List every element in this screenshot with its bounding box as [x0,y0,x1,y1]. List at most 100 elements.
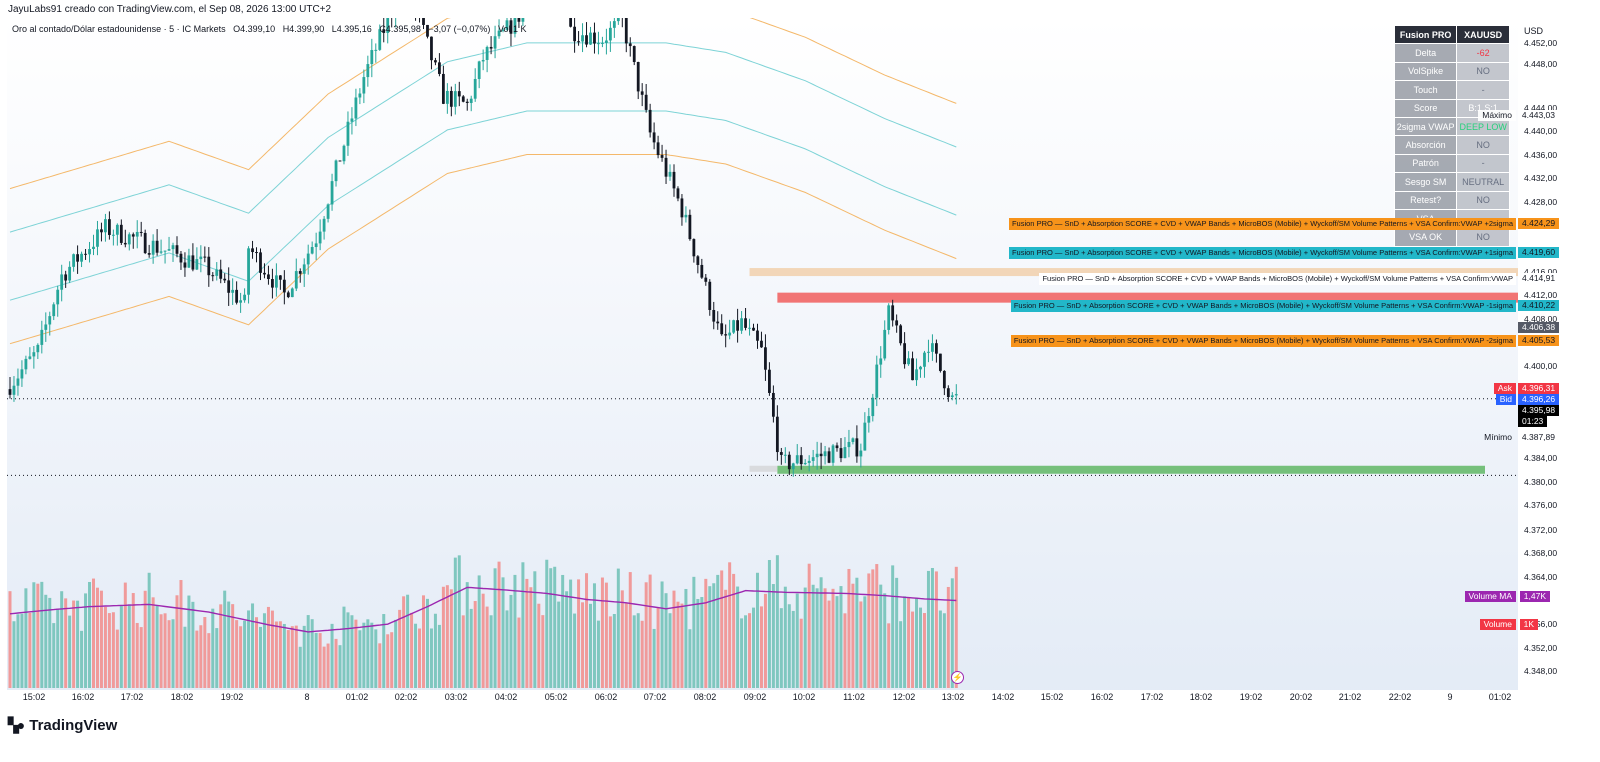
time-tick-label: 14:02 [991,692,1015,702]
candle-body [803,462,807,465]
candle-body [290,288,294,298]
vwap-upper-2sigma [9,18,957,190]
candle-body [84,253,87,255]
volume-bar [942,613,946,688]
high-value: H4.399,90 [282,24,325,34]
volume-bar [199,625,203,688]
volume-bar [755,572,759,688]
candle-body [271,279,274,288]
candle-body [108,219,111,235]
volume-bar [767,560,771,688]
price-chart[interactable] [7,18,1518,704]
volume-bar [123,582,127,688]
volume-bar [529,587,533,688]
volume-bar [465,582,469,688]
chart-caption: JayuLabs91 creado con TradingView.com, e… [8,4,332,15]
symbol-title[interactable]: Oro al contado/Dólar estadounidense · 5 … [12,24,226,34]
volume-bar [211,608,215,688]
bid-label: Bid [1495,394,1516,405]
supply-zone-light [749,268,1518,277]
lightning-icon[interactable]: ⚡ [951,671,964,684]
volume-bar [704,578,708,688]
time-tick-label: 15:02 [22,692,46,702]
candle-body [358,93,362,98]
time-tick-label: 10:02 [792,692,816,702]
volume-bar [775,555,779,688]
volume-bar [696,598,700,688]
candle-body [294,271,298,289]
volume-bar [437,624,441,688]
candle-body [330,181,334,205]
price-tick-label: 4.372,00 [1524,525,1558,535]
candle-body [115,224,119,235]
time-tick-label: 01:02 [345,692,369,702]
volume-bar [505,610,509,688]
tradingview-logo[interactable]: ▚● TradingView [8,717,117,734]
price-axis[interactable]: 4.452,00 4.448,00 4.444,00 4.440,00 4.436,00… [1518,18,1600,704]
candle-body [712,309,716,322]
candle-body [716,321,720,324]
time-tick-label: 15:02 [1040,692,1064,702]
volume-bar [517,617,521,688]
volume-bar [410,612,414,688]
volume-bar [676,601,680,688]
volume-bar [461,615,465,688]
candle-body [927,351,930,353]
candle-body [88,249,91,255]
candle-body [370,50,374,65]
candle-body [855,438,859,457]
volume-bar [52,623,56,688]
volume-bar [382,614,386,688]
candle-body [636,62,640,92]
candle-body [334,160,338,182]
candle-body [199,256,203,260]
ask-label: Ask [1493,383,1516,394]
candle-body [938,353,942,371]
candle-body [36,344,40,353]
candle-body [903,343,906,365]
candle-body [680,198,684,218]
candle-body [946,388,950,398]
volume-bar [143,590,147,688]
candle-body [374,49,378,51]
volume-bar [915,597,919,688]
volume-bar [111,612,115,688]
panel-row-value: DEEP LOW [1456,116,1510,137]
volume-bar [378,643,382,688]
chart-plot-area[interactable] [7,18,1518,704]
volume-bar [394,619,398,688]
candle-body [12,385,16,395]
candle-body [104,219,107,233]
candle-body [175,245,179,254]
candle-body [100,229,103,233]
symbol-legend[interactable]: Oro al contado/Dólar estadounidense · 5 … [12,24,531,34]
candle-body [255,252,258,254]
price-tick-label: 4.440,00 [1524,126,1558,136]
volume-bar [867,573,871,688]
candle-body [811,457,815,461]
volume-bar [954,566,958,688]
volume-bar [266,606,270,688]
volume-bar [851,583,855,688]
candle-body [835,445,839,449]
min-label: Mínimo [1484,432,1512,442]
candle-body [473,78,477,99]
candle-body [207,256,211,276]
time-axis[interactable]: 15:02 16:02 17:02 18:02 19:02 8 01:02 02:02 03:0… [7,690,1518,706]
candle-body [950,395,954,398]
candle-body [577,41,580,43]
vwap-upper-1sigma [9,42,957,233]
candle-body [278,275,282,280]
volume-bar [99,590,103,688]
candle-body [151,240,155,255]
volume-bar [899,621,903,688]
volume-bar [628,572,632,688]
volume-bar [919,607,923,688]
time-tick-label: 17:02 [1140,692,1164,702]
time-tick-label: 20:02 [1289,692,1313,702]
panel-row: VSA OK NO [1393,227,1510,247]
candle-body [676,188,680,199]
volume-bar [485,606,489,688]
volume-bar [740,618,744,688]
currency-label[interactable]: USD [1524,26,1544,36]
